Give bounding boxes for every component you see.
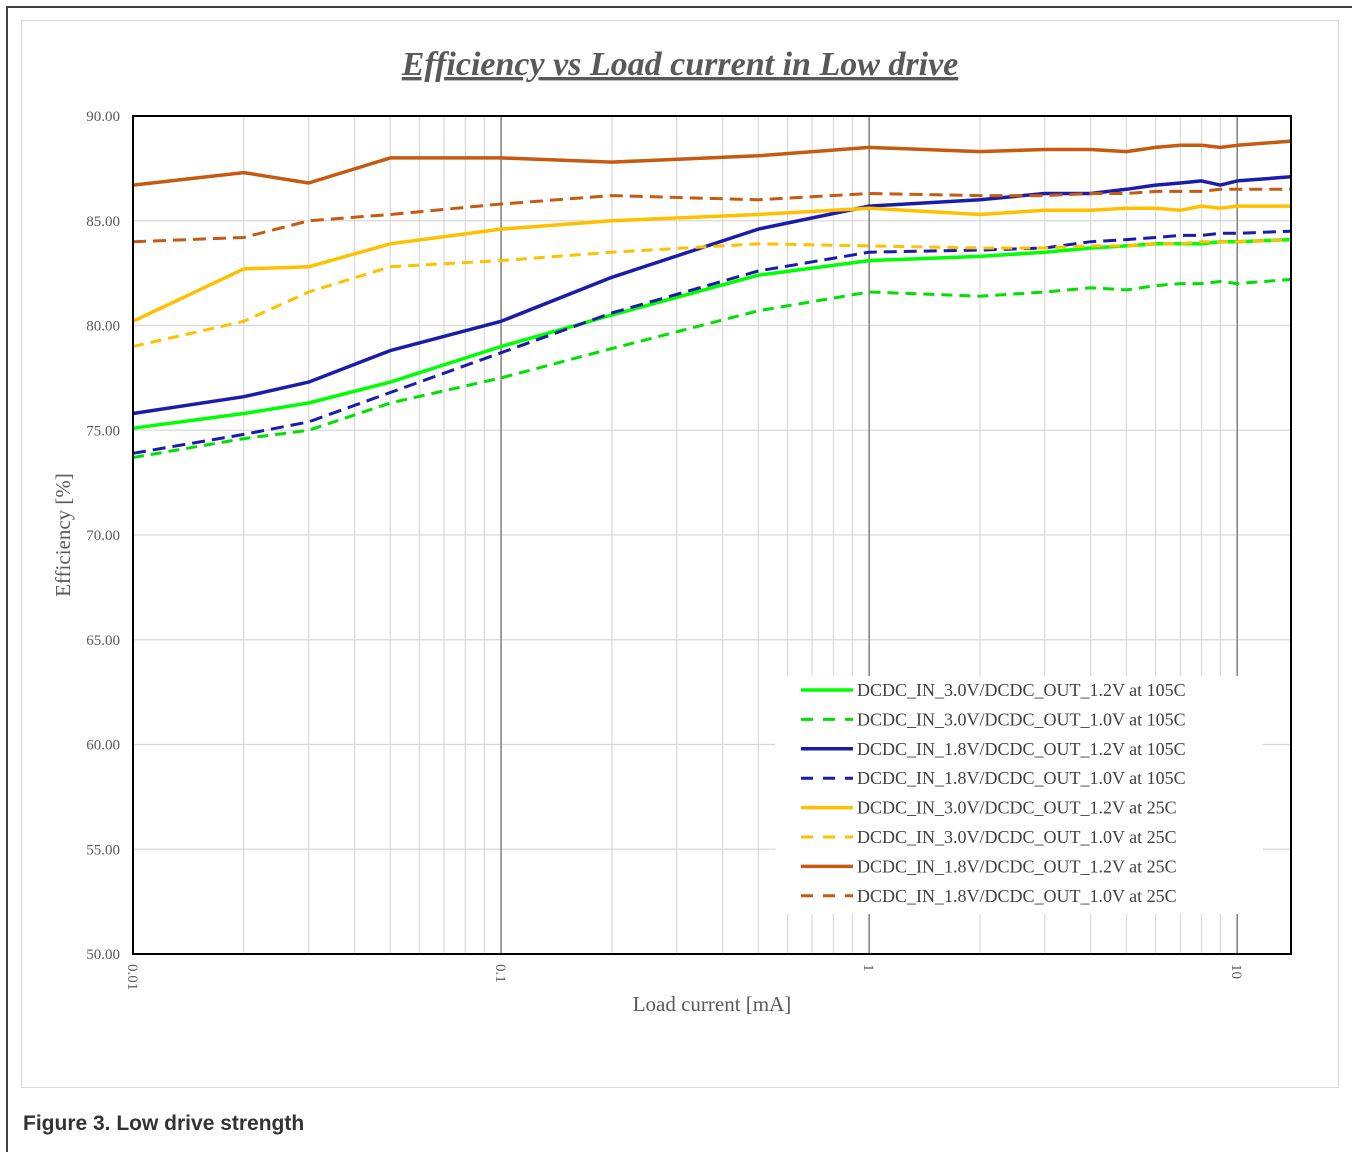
y-tick-label: 90.00	[86, 109, 120, 125]
y-tick-label: 80.00	[86, 319, 120, 335]
y-tick-label: 65.00	[86, 633, 120, 649]
figure-frame	[6, 6, 1352, 1152]
series-line	[132, 238, 1292, 348]
x-axis-title: Load current [mA]	[633, 992, 792, 1016]
y-axis-title: Efficiency [%]	[51, 473, 75, 597]
x-tick-label: 0.01	[124, 964, 140, 990]
legend-label: DCDC_IN_3.0V/DCDC_OUT_1.2V at 25C	[857, 798, 1177, 818]
plot-frame	[132, 115, 1292, 955]
figure-caption: Figure 3. Low drive strength	[23, 1112, 305, 1135]
y-tick-label: 85.00	[86, 214, 120, 230]
series-line	[132, 204, 1291, 323]
series-line	[132, 187, 1291, 244]
legend-label: DCDC_IN_3.0V/DCDC_OUT_1.2V at 105C	[857, 680, 1186, 700]
legend-label: DCDC_IN_1.8V/DCDC_OUT_1.2V at 25C	[857, 856, 1177, 876]
y-tick-label: 70.00	[86, 528, 120, 544]
legend-label: DCDC_IN_1.8V/DCDC_OUT_1.2V at 105C	[857, 739, 1186, 759]
x-axis-ticks: 0.01 0.1 1 10	[124, 964, 1244, 990]
y-tick-label: 50.00	[86, 947, 120, 963]
legend-label: DCDC_IN_1.8V/DCDC_OUT_1.0V at 105C	[857, 768, 1186, 788]
legend: DCDC_IN_3.0V/DCDC_OUT_1.2V at 105C DCDC_I…	[775, 676, 1263, 914]
chart-container	[21, 20, 1339, 1088]
legend-box	[775, 676, 1263, 914]
legend-label: DCDC_IN_1.8V/DCDC_OUT_1.0V at 25C	[857, 886, 1177, 906]
y-tick-label: 55.00	[86, 842, 120, 858]
y-tick-label: 75.00	[86, 423, 120, 439]
x-tick-label: 0.1	[492, 964, 508, 983]
series-line	[132, 175, 1292, 416]
y-tick-label: 60.00	[86, 738, 120, 754]
x-tick-label: 1	[860, 964, 876, 972]
efficiency-chart: Efficiency vs Load current in Low drive …	[51, 46, 1292, 1016]
series-lines	[132, 139, 1292, 459]
legend-label: DCDC_IN_3.0V/DCDC_OUT_1.0V at 25C	[857, 827, 1177, 847]
series-line	[132, 139, 1292, 187]
x-tick-label: 10	[1228, 964, 1244, 979]
series-line	[132, 229, 1292, 455]
series-line	[132, 237, 1292, 430]
legend-label: DCDC_IN_3.0V/DCDC_OUT_1.0V at 105C	[857, 709, 1186, 729]
chart-title: Efficiency vs Load current in Low drive	[401, 46, 959, 83]
y-axis-ticks: 50.00 55.00 60.00 65.00 70.00 75.00 80.00 85.00…	[86, 109, 120, 963]
